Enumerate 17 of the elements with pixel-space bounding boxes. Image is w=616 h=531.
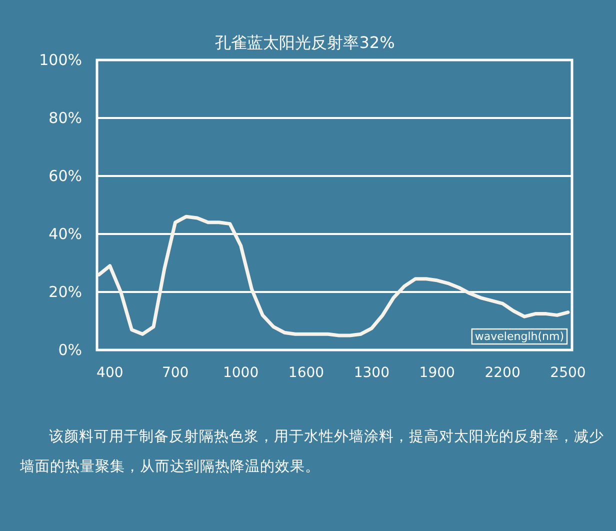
y-tick-label: 40%: [48, 225, 82, 243]
y-tick-label: 20%: [48, 283, 82, 301]
y-tick-label: 100%: [39, 51, 82, 69]
x-tick-label: 700: [162, 365, 189, 381]
y-tick-label: 80%: [48, 109, 82, 127]
x-axis-title: wavelenglh(nm): [474, 330, 564, 343]
text: 该颜料可用于制备反射隔热色浆，用于水性外墙涂料，提高对太阳光的反射率，减少墙面的热量聚集，从而达到隔热降温的效果。: [20, 428, 605, 477]
x-tick-label: 1600: [288, 365, 324, 381]
x-tick-label: 1300: [354, 365, 390, 381]
x-tick-label: 1000: [222, 365, 259, 381]
y-tick-label: 60%: [48, 167, 82, 185]
chart-title: 孔雀蓝太阳光反射率32%: [215, 33, 395, 52]
x-tick-label: 2200: [484, 365, 520, 381]
x-tick-label: 400: [96, 365, 124, 381]
x-tick-label: 1900: [419, 365, 455, 381]
x-tick-label: 2500: [550, 365, 586, 381]
y-tick-label: 0%: [58, 341, 82, 359]
